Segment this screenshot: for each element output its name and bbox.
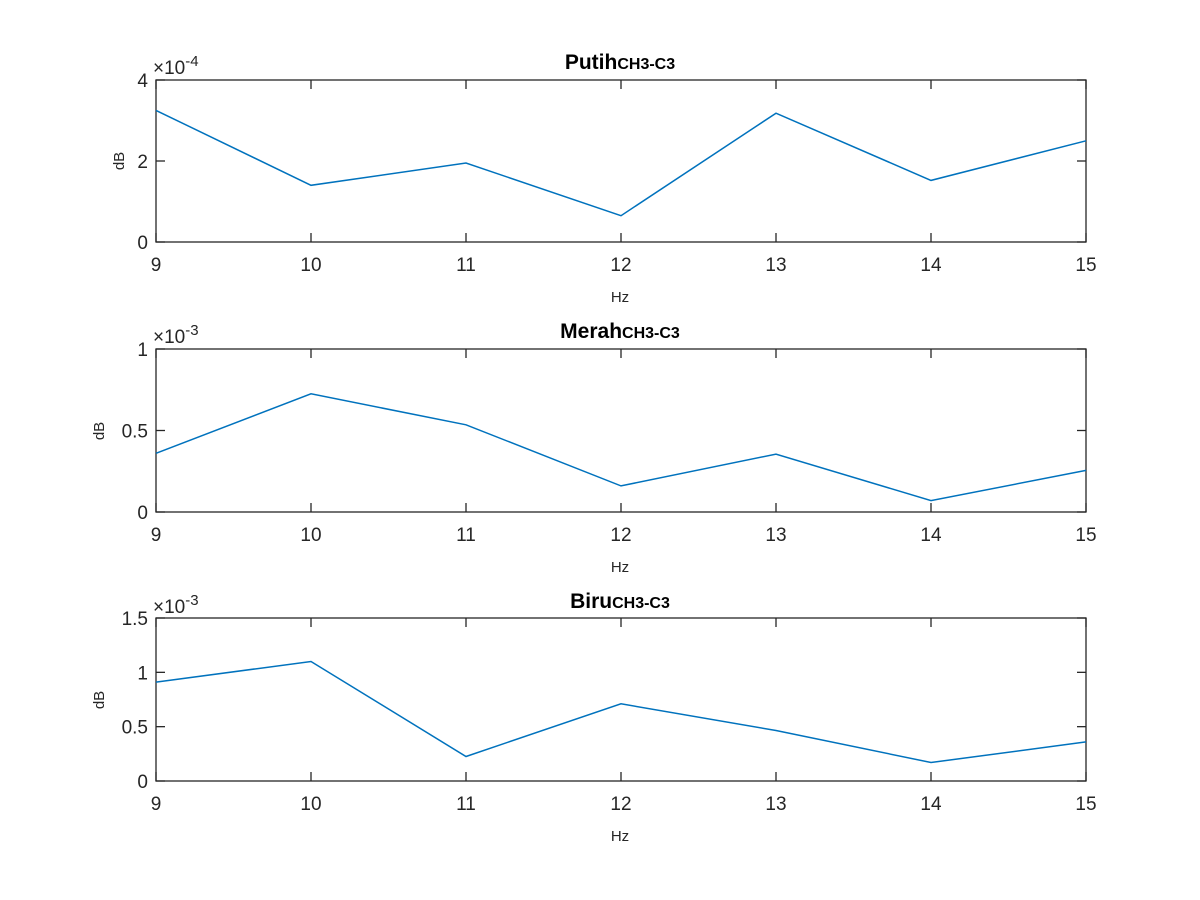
- chart-title: BiruCH3-C3: [570, 590, 670, 613]
- x-tick-label: 15: [1075, 525, 1096, 546]
- x-axis-label: Hz: [611, 559, 629, 576]
- x-tick-label: 9: [151, 794, 162, 815]
- x-tick-label: 13: [765, 255, 786, 276]
- y-axis-label: dB: [91, 691, 108, 709]
- x-tick-label: 11: [456, 255, 476, 276]
- x-tick-label: 11: [456, 525, 476, 546]
- y-tick-label: 1: [137, 340, 148, 361]
- x-tick-label: 12: [610, 255, 631, 276]
- x-tick-label: 10: [300, 255, 321, 276]
- y-tick-label: 1.5: [122, 609, 148, 630]
- subplot-merah: ×10-3 MerahCH3-C3 Hz dB 9 10 11 12 13 14 15 0 0.…: [91, 320, 1097, 576]
- x-tick-label: 13: [765, 525, 786, 546]
- x-tick-label: 13: [765, 794, 786, 815]
- y-exponent-label: ×10-3: [153, 592, 199, 618]
- x-tick-label: 15: [1075, 255, 1096, 276]
- x-axis-label: Hz: [611, 828, 629, 845]
- x-tick-label: 12: [610, 525, 631, 546]
- y-tick-label: 0.5: [122, 718, 148, 739]
- y-tick-label: 0.5: [122, 422, 148, 443]
- y-axis-label: dB: [91, 422, 108, 440]
- y-tick-label: 0: [137, 503, 148, 524]
- x-tick-label: 14: [920, 794, 942, 815]
- subplot-putih: ×10-4 PutihCH3-C3 Hz dB 9 10 11 12 13 14 15 0 2 4: [111, 51, 1097, 306]
- x-tick-label: 15: [1075, 794, 1096, 815]
- x-tick-label: 10: [300, 794, 321, 815]
- y-tick-label: 4: [137, 71, 148, 92]
- y-tick-label: 2: [137, 152, 148, 173]
- y-exponent-label: ×10-4: [153, 53, 199, 79]
- x-tick-label: 14: [920, 255, 942, 276]
- y-tick-label: 1: [137, 663, 148, 684]
- chart-title: MerahCH3-C3: [560, 320, 680, 343]
- x-axis-label: Hz: [611, 289, 629, 306]
- chart-title: PutihCH3-C3: [565, 51, 675, 74]
- x-tick-label: 10: [300, 525, 321, 546]
- y-tick-label: 0: [137, 772, 148, 793]
- subplot-biru: ×10-3 BiruCH3-C3 Hz dB 9 10 11 12 13 14 15 0 0.5…: [91, 590, 1097, 845]
- x-tick-label: 12: [610, 794, 631, 815]
- y-exponent-label: ×10-3: [153, 322, 199, 348]
- x-tick-label: 9: [151, 525, 162, 546]
- y-tick-label: 0: [137, 233, 148, 254]
- x-tick-label: 11: [456, 794, 476, 815]
- y-axis-label: dB: [111, 152, 128, 170]
- x-tick-label: 9: [151, 255, 162, 276]
- x-tick-label: 14: [920, 525, 942, 546]
